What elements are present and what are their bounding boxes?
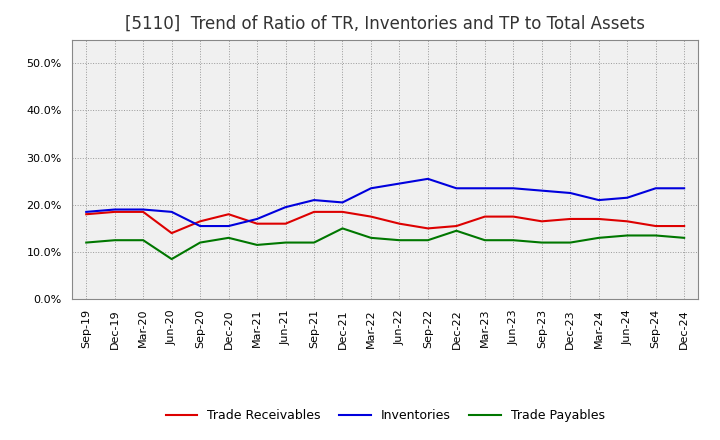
Inventories [253,216,261,222]
Inventories [82,209,91,215]
Trade Receivables [139,209,148,215]
Inventories [480,186,489,191]
Trade Payables [110,238,119,243]
Inventories [139,207,148,212]
Inventories [310,198,318,203]
Inventories [537,188,546,193]
Inventories [595,198,603,203]
Inventories [395,181,404,186]
Trade Receivables [509,214,518,219]
Trade Receivables [282,221,290,226]
Trade Payables [139,238,148,243]
Trade Receivables [537,219,546,224]
Line: Inventories: Inventories [86,179,684,226]
Trade Receivables [595,216,603,222]
Trade Payables [82,240,91,245]
Inventories [623,195,631,200]
Trade Receivables [680,224,688,229]
Trade Payables [595,235,603,241]
Trade Payables [480,238,489,243]
Inventories [366,186,375,191]
Trade Receivables [310,209,318,215]
Inventories [282,205,290,210]
Trade Payables [338,226,347,231]
Line: Trade Payables: Trade Payables [86,228,684,259]
Trade Payables [282,240,290,245]
Trade Receivables [225,212,233,217]
Inventories [566,191,575,196]
Line: Trade Receivables: Trade Receivables [86,212,684,233]
Trade Receivables [82,212,91,217]
Trade Payables [566,240,575,245]
Trade Payables [225,235,233,241]
Trade Receivables [480,214,489,219]
Title: [5110]  Trend of Ratio of TR, Inventories and TP to Total Assets: [5110] Trend of Ratio of TR, Inventories… [125,15,645,33]
Trade Receivables [253,221,261,226]
Trade Payables [395,238,404,243]
Trade Receivables [196,219,204,224]
Legend: Trade Receivables, Inventories, Trade Payables: Trade Receivables, Inventories, Trade Pa… [161,404,610,427]
Trade Payables [167,257,176,262]
Trade Payables [310,240,318,245]
Trade Receivables [395,221,404,226]
Inventories [338,200,347,205]
Inventories [423,176,432,181]
Trade Receivables [452,224,461,229]
Inventories [110,207,119,212]
Trade Receivables [167,231,176,236]
Inventories [452,186,461,191]
Inventories [652,186,660,191]
Trade Payables [196,240,204,245]
Trade Payables [366,235,375,241]
Trade Receivables [423,226,432,231]
Inventories [167,209,176,215]
Trade Receivables [623,219,631,224]
Trade Payables [537,240,546,245]
Inventories [509,186,518,191]
Inventories [196,224,204,229]
Trade Payables [623,233,631,238]
Trade Payables [253,242,261,248]
Trade Receivables [566,216,575,222]
Trade Receivables [652,224,660,229]
Inventories [680,186,688,191]
Inventories [225,224,233,229]
Trade Receivables [338,209,347,215]
Trade Receivables [366,214,375,219]
Trade Payables [652,233,660,238]
Trade Payables [452,228,461,233]
Trade Payables [509,238,518,243]
Trade Payables [423,238,432,243]
Trade Payables [680,235,688,241]
Trade Receivables [110,209,119,215]
